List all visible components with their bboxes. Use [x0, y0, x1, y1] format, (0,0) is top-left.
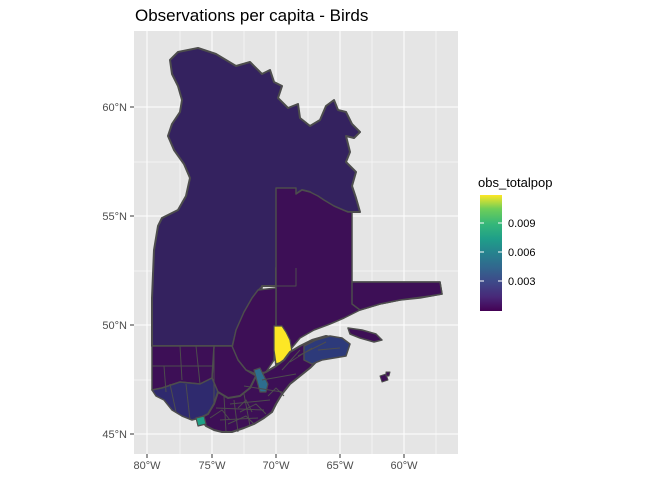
- x-tick-label: 60°W: [390, 460, 418, 472]
- legend-title: obs_totalpop: [478, 175, 552, 190]
- legend: obs_totalpop 0.009 0.006 0.003: [478, 175, 552, 311]
- x-axis: [146, 454, 405, 458]
- y-tick-label: 55°N: [102, 211, 127, 223]
- legend-colorbar: [480, 195, 502, 311]
- region-gaspesie: [303, 335, 351, 365]
- island-magdalen-small: [385, 371, 391, 377]
- y-tick-label: 45°N: [102, 429, 127, 441]
- x-tick-label: 65°W: [326, 460, 354, 472]
- internal-boundaries: [152, 268, 341, 433]
- y-tick-label: 50°N: [102, 320, 127, 332]
- region-cote-nord-east: [351, 281, 443, 311]
- x-tick-label: 70°W: [262, 460, 290, 472]
- plot-title: Observations per capita - Birds: [135, 6, 368, 25]
- x-tick-label: 75°W: [198, 460, 226, 472]
- y-tick-label: 60°N: [102, 102, 127, 114]
- x-tick-label: 80°W: [133, 460, 161, 472]
- legend-ticks: [480, 222, 502, 282]
- legend-tick-label: 0.006: [508, 247, 536, 259]
- island-anticosti: [347, 327, 383, 343]
- y-axis: [130, 106, 134, 435]
- legend-tick-label: 0.003: [508, 276, 536, 288]
- region-teal-spot: [195, 415, 207, 427]
- legend-tick-label: 0.009: [508, 218, 536, 230]
